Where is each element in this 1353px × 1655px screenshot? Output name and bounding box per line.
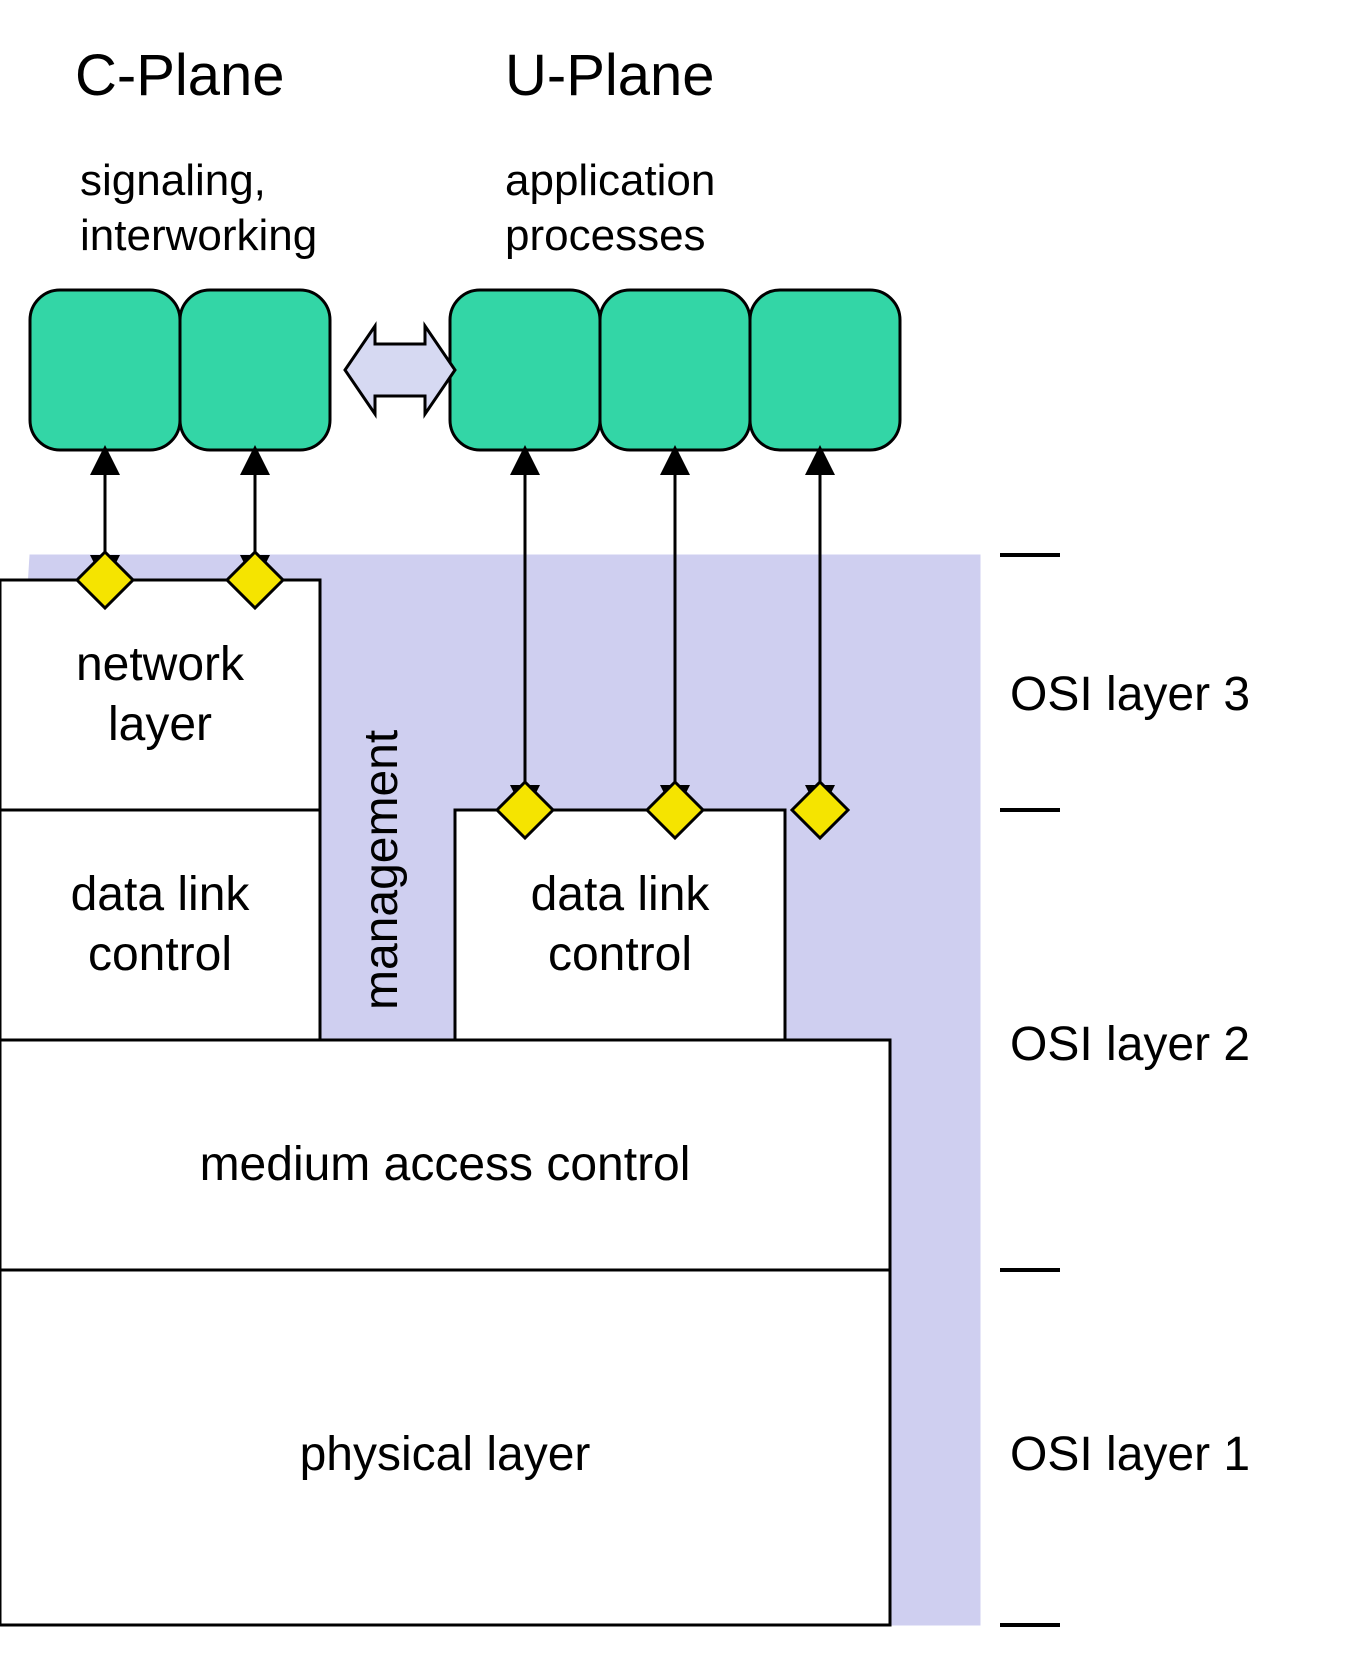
bidirectional-arrow-icon — [345, 326, 455, 414]
u-plane-process-1 — [450, 290, 600, 450]
osi-layer-2-label: OSI layer 2 — [1010, 1018, 1250, 1071]
u-plane-process-3 — [750, 290, 900, 450]
dlc-u-label-2: control — [548, 928, 692, 981]
network-layer-label-2: layer — [108, 698, 212, 751]
network-layer-box — [0, 580, 320, 810]
dlc-c-label-1: data link — [71, 868, 251, 921]
u-plane-subtitle-1: application — [505, 156, 715, 205]
u-plane-subtitle-2: processes — [505, 211, 706, 260]
c-plane-title: C-Plane — [75, 43, 285, 108]
data-link-control-c-box — [0, 810, 320, 1040]
u-plane-title: U-Plane — [505, 43, 715, 108]
phy-label: physical layer — [300, 1428, 591, 1481]
c-plane-process-1 — [30, 290, 180, 450]
management-label: management — [355, 730, 408, 1010]
osi-layer-3-label: OSI layer 3 — [1010, 668, 1250, 721]
dlc-c-label-2: control — [88, 928, 232, 981]
osi-layer-1-label: OSI layer 1 — [1010, 1428, 1250, 1481]
c-plane-process-2 — [180, 290, 330, 450]
c-plane-subtitle-1: signaling, — [80, 156, 266, 205]
network-layer-label-1: network — [76, 638, 245, 691]
dlc-u-label-1: data link — [531, 868, 711, 921]
c-plane-subtitle-2: interworking — [80, 211, 317, 260]
data-link-control-u-box — [455, 810, 785, 1040]
u-plane-process-2 — [600, 290, 750, 450]
mac-label: medium access control — [200, 1138, 691, 1191]
